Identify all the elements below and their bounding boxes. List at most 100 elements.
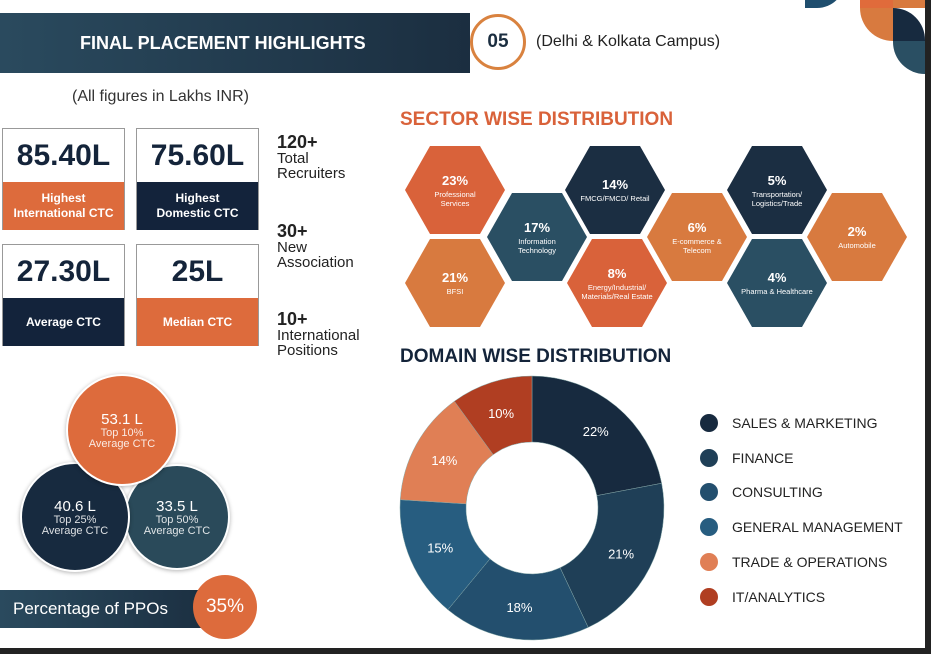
- decoration: [893, 41, 925, 74]
- stat-associations: 30+ New Association: [277, 222, 354, 270]
- legend-item: CONSULTING: [700, 483, 823, 502]
- sector-pct: 14%: [601, 177, 629, 192]
- legend-item: TRADE & OPERATIONS: [700, 552, 888, 571]
- slice-label: 21%: [608, 546, 634, 561]
- legend-label: FINANCE: [732, 449, 794, 466]
- tier-label: Top 25%: [53, 513, 97, 526]
- kpi-card: 27.30L Average CTC: [2, 244, 125, 346]
- sector-pct: 6%: [687, 219, 707, 235]
- donut-slice: [559, 482, 665, 628]
- legend-item: GENERAL MANAGEMENT: [700, 518, 903, 537]
- sector-name: Automobile: [838, 241, 876, 250]
- tier-label: Average CTC: [88, 437, 156, 450]
- kpi-label: Median CTC: [137, 298, 258, 346]
- slice-label: 22%: [583, 424, 609, 439]
- sector-name: Information Technology: [518, 236, 556, 255]
- sector-name: E-commerce & Telecom: [672, 236, 722, 255]
- stat-label: Positions: [277, 342, 338, 359]
- sector-hexagon: 14% FMCG/FMCD/ Retail: [565, 146, 665, 234]
- tier-circle-top10: 53.1 L Top 10% Average CTC: [66, 374, 178, 486]
- donut-slice: [454, 375, 533, 455]
- slice-label: 15%: [427, 541, 453, 556]
- frame-edge: [925, 0, 931, 654]
- kpi-label: Highest Domestic CTC: [137, 182, 258, 230]
- sector-hexagon: 8% Energy/Industrial/ Materials/Real Esta…: [567, 239, 667, 327]
- legend-item: FINANCE: [700, 448, 794, 467]
- slice-label: 10%: [488, 406, 514, 421]
- kpi-card: 85.40L Highest International CTC: [2, 128, 125, 230]
- sector-hexagon: 6% E-commerce & Telecom: [647, 193, 747, 281]
- units-note: (All figures in Lakhs INR): [72, 88, 249, 105]
- stat-value: 30+: [277, 221, 308, 241]
- stat-value: 10+: [277, 309, 308, 329]
- sector-name: BFSI: [446, 287, 464, 296]
- stat-label: International: [277, 327, 360, 344]
- donut-slice: [531, 375, 662, 496]
- sector-name: Energy/Industrial/ Materials/Real Estate: [581, 282, 653, 301]
- kpi-card: 25L Median CTC: [136, 244, 259, 346]
- stat-label: New: [277, 239, 308, 256]
- decoration: [893, 8, 925, 41]
- sector-hexagon: 4% Pharma & Healthcare: [727, 239, 827, 327]
- legend-swatch: [700, 552, 718, 571]
- stat-international: 10+ International Positions: [277, 310, 360, 358]
- sector-hexagon: 21% BFSI: [405, 239, 505, 327]
- legend-swatch: [700, 448, 718, 467]
- tier-label: Top 10%: [100, 426, 144, 439]
- ppo-label: Percentage of PPOs: [0, 590, 215, 628]
- decoration: [860, 8, 893, 41]
- tier-value: 40.6 L: [54, 497, 96, 515]
- legend-swatch: [700, 587, 718, 606]
- sector-pct: 4%: [767, 270, 787, 285]
- kpi-label: Average CTC: [3, 298, 124, 346]
- legend-swatch: [700, 414, 718, 432]
- stat-recruiters: 120+ Total Recruiters: [277, 133, 345, 181]
- campus-label: (Delhi & Kolkata Campus): [536, 33, 721, 50]
- domain-title: DOMAIN WISE DISTRIBUTION: [400, 346, 672, 367]
- domain-donut-chart: 22% 21% 18% 15% 14% 10%: [399, 375, 665, 641]
- decoration: [860, 0, 893, 8]
- page-title: FINAL PLACEMENT HIGHLIGHTS: [0, 13, 470, 73]
- sector-pct: 23%: [441, 172, 469, 188]
- tier-value: 53.1 L: [101, 410, 143, 428]
- tier-label: Top 50%: [155, 513, 199, 526]
- legend-swatch: [700, 483, 718, 502]
- legend-swatch: [700, 518, 718, 537]
- tier-value: 33.5 L: [156, 497, 198, 515]
- tier-label: Average CTC: [41, 524, 109, 537]
- kpi-label: Highest International CTC: [3, 182, 124, 230]
- sector-title: SECTOR WISE DISTRIBUTION: [400, 109, 674, 130]
- ppo-value: 35%: [193, 575, 257, 639]
- sector-hexagon: 17% Information Technology: [487, 193, 587, 281]
- sector-pct: 17%: [523, 219, 551, 235]
- kpi-card: 75.60L Highest Domestic CTC: [136, 128, 259, 230]
- slice-label: 18%: [506, 600, 532, 615]
- page-number-badge: 05: [470, 14, 526, 70]
- kpi-value: 85.40L: [16, 138, 111, 172]
- sector-pct: 2%: [847, 224, 867, 239]
- slice-label: 14%: [431, 453, 457, 468]
- sector-pct: 21%: [441, 270, 469, 285]
- sector-hexagon: 5% Transportation/ Logistics/Trade: [727, 146, 827, 234]
- stat-label: Total: [277, 150, 309, 167]
- legend-label: GENERAL MANAGEMENT: [732, 519, 903, 536]
- sector-pct: 8%: [607, 265, 627, 281]
- legend-label: CONSULTING: [732, 484, 823, 501]
- sector-pct: 5%: [767, 172, 787, 188]
- stat-value: 120+: [277, 132, 318, 152]
- legend-label: TRADE & OPERATIONS: [732, 553, 888, 570]
- legend-label: IT/ANALYTICS: [732, 588, 826, 605]
- sector-name: Professional Services: [434, 189, 476, 208]
- sector-hexagon: 2% Automobile: [807, 193, 907, 281]
- decoration: [893, 0, 925, 8]
- decoration: [805, 0, 845, 8]
- legend-label: SALES & MARKETING: [732, 415, 878, 431]
- legend-item: SALES & MARKETING: [700, 414, 877, 432]
- kpi-value: 27.30L: [16, 254, 111, 288]
- sector-name: Pharma & Healthcare: [741, 287, 813, 296]
- stat-label: Recruiters: [277, 165, 346, 182]
- tier-circle-top50: 33.5 L Top 50% Average CTC: [124, 464, 230, 570]
- frame-edge: [0, 648, 931, 654]
- stat-label: Association: [277, 254, 354, 271]
- sector-hexagon: 23% Professional Services: [405, 146, 505, 234]
